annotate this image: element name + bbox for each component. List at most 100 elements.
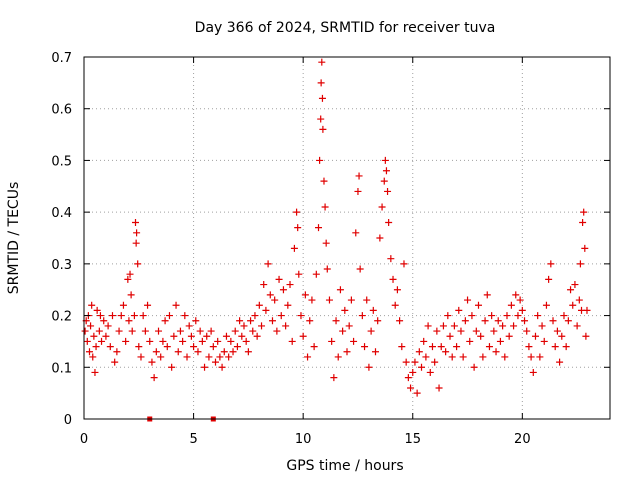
data-point bbox=[85, 348, 93, 356]
data-point bbox=[514, 312, 522, 320]
data-point bbox=[111, 358, 119, 366]
data-point bbox=[400, 260, 408, 268]
data-point bbox=[172, 301, 180, 309]
data-point bbox=[161, 317, 169, 325]
data-point bbox=[102, 332, 110, 340]
x-tick-label: 10 bbox=[295, 432, 312, 447]
data-point bbox=[407, 384, 415, 392]
data-point bbox=[316, 156, 324, 164]
data-point bbox=[155, 327, 163, 335]
data-point bbox=[481, 317, 489, 325]
data-point bbox=[422, 353, 430, 361]
data-point bbox=[483, 291, 491, 299]
data-point bbox=[244, 348, 252, 356]
data-point bbox=[190, 343, 198, 351]
data-point bbox=[137, 353, 145, 361]
data-point bbox=[479, 353, 487, 361]
data-point bbox=[415, 348, 423, 356]
data-point bbox=[139, 312, 147, 320]
data-point bbox=[135, 343, 143, 351]
data-point bbox=[146, 337, 154, 345]
data-point bbox=[477, 332, 485, 340]
data-point bbox=[380, 177, 388, 185]
data-point bbox=[371, 348, 379, 356]
data-point bbox=[240, 322, 248, 330]
data-point bbox=[562, 343, 570, 351]
data-point bbox=[499, 322, 507, 330]
y-tick-label: 0.4 bbox=[51, 206, 72, 221]
data-point bbox=[464, 296, 472, 304]
data-point bbox=[306, 317, 314, 325]
data-point bbox=[122, 337, 130, 345]
data-point bbox=[389, 275, 397, 283]
data-point bbox=[354, 187, 362, 195]
data-point bbox=[87, 322, 95, 330]
data-point bbox=[490, 327, 498, 335]
data-point bbox=[192, 317, 200, 325]
data-point bbox=[98, 337, 106, 345]
data-point bbox=[582, 332, 590, 340]
data-point bbox=[413, 389, 421, 397]
y-tick-label: 0.1 bbox=[51, 361, 72, 376]
data-point bbox=[472, 327, 480, 335]
data-point bbox=[361, 343, 369, 351]
data-point bbox=[507, 301, 515, 309]
grid-lines bbox=[84, 57, 610, 419]
data-point bbox=[251, 312, 259, 320]
data-point bbox=[428, 343, 436, 351]
data-point bbox=[426, 368, 434, 376]
data-point bbox=[350, 337, 358, 345]
data-point bbox=[564, 317, 572, 325]
data-point bbox=[446, 332, 454, 340]
data-point bbox=[225, 353, 233, 361]
data-point bbox=[115, 327, 123, 335]
data-point bbox=[579, 218, 587, 226]
data-point bbox=[141, 327, 149, 335]
data-point bbox=[176, 327, 184, 335]
data-points bbox=[81, 58, 591, 397]
data-point bbox=[355, 172, 363, 180]
data-point bbox=[448, 353, 456, 361]
data-point bbox=[187, 332, 195, 340]
data-point bbox=[273, 327, 281, 335]
data-point bbox=[369, 306, 377, 314]
data-point bbox=[222, 332, 230, 340]
data-point bbox=[89, 353, 97, 361]
data-point bbox=[330, 374, 338, 382]
data-point bbox=[279, 286, 287, 294]
data-point bbox=[521, 317, 529, 325]
data-point bbox=[179, 337, 187, 345]
data-point bbox=[100, 317, 108, 325]
data-point bbox=[318, 94, 326, 102]
data-point bbox=[538, 322, 546, 330]
data-point bbox=[304, 353, 312, 361]
data-point bbox=[95, 327, 103, 335]
data-point bbox=[569, 301, 577, 309]
data-point bbox=[299, 332, 307, 340]
y-tick-label: 0 bbox=[64, 413, 72, 428]
data-point bbox=[365, 363, 373, 371]
data-point bbox=[523, 327, 531, 335]
data-point bbox=[494, 317, 502, 325]
data-point bbox=[249, 327, 257, 335]
data-point bbox=[455, 306, 463, 314]
data-point bbox=[96, 312, 104, 320]
data-point bbox=[542, 301, 550, 309]
data-point bbox=[258, 322, 266, 330]
data-point bbox=[294, 224, 302, 232]
data-point bbox=[358, 312, 366, 320]
x-tick-label: 15 bbox=[404, 432, 421, 447]
data-point bbox=[262, 306, 270, 314]
data-point bbox=[203, 332, 211, 340]
data-point bbox=[275, 275, 283, 283]
data-point bbox=[198, 337, 206, 345]
data-point bbox=[297, 312, 305, 320]
data-point bbox=[567, 286, 575, 294]
data-point bbox=[117, 312, 125, 320]
data-point bbox=[216, 353, 224, 361]
data-point bbox=[266, 291, 274, 299]
data-point bbox=[325, 296, 333, 304]
data-point bbox=[424, 322, 432, 330]
data-point bbox=[525, 343, 533, 351]
data-point bbox=[159, 337, 167, 345]
